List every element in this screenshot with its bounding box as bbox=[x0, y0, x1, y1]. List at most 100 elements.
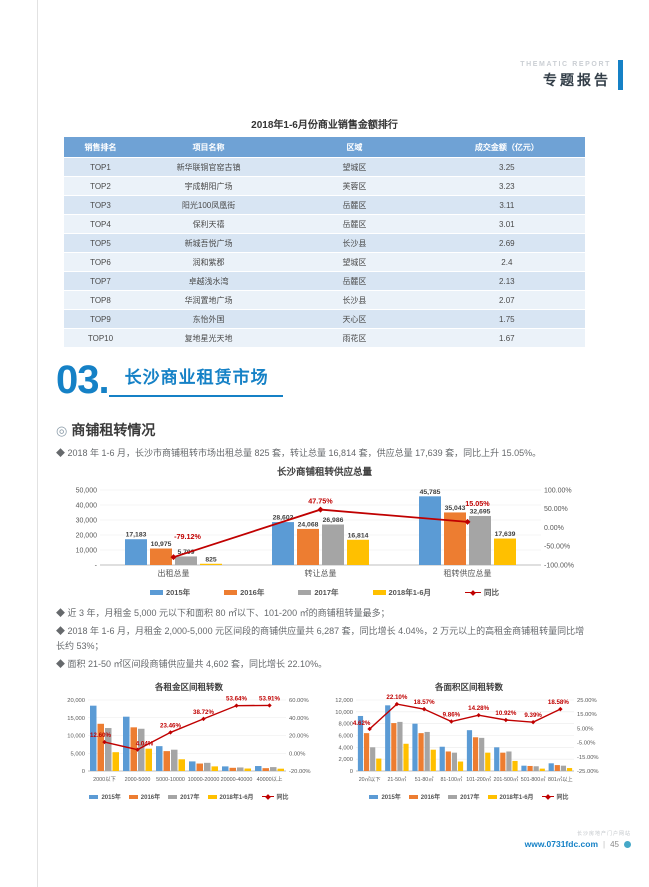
legend-item: 2018年1-6月 bbox=[487, 792, 534, 801]
table-cell: 雨花区 bbox=[280, 328, 429, 348]
table-row: TOP5 新城吾悦广场 长沙县 2.69 bbox=[64, 233, 585, 253]
bar-2017年-501-800㎡ bbox=[533, 766, 539, 771]
bar-2018年1-6月-10000-20000 bbox=[211, 766, 218, 771]
chart-text: 20.00% bbox=[289, 734, 309, 740]
legend-item: 2015年 bbox=[89, 792, 121, 801]
chart-text: 24,068 bbox=[298, 521, 319, 528]
legend-item: 2017年 bbox=[448, 792, 480, 801]
report-header-titles: THEMATIC REPORT 专题报告 bbox=[520, 61, 611, 90]
table-row: TOP8 华润置地广场 长沙县 2.07 bbox=[64, 290, 585, 310]
legend-item: 同比 bbox=[465, 587, 499, 598]
legend-line-swatch bbox=[541, 793, 554, 800]
bar-2016年-81-100㎡ bbox=[445, 751, 451, 771]
bar-2018年1-6月-出租总量 bbox=[200, 563, 222, 565]
bar-2018年1-6月-5000-10000 bbox=[178, 759, 185, 771]
report-header: THEMATIC REPORT 专题报告 bbox=[520, 60, 623, 90]
chart-text: 50,000 bbox=[76, 487, 98, 494]
chart-text: 20㎡以下 bbox=[359, 775, 381, 783]
chart-text: 5.00% bbox=[577, 726, 593, 732]
chart-text: 38.72% bbox=[193, 709, 214, 716]
chart-text: 16,814 bbox=[348, 532, 369, 539]
legend-swatch bbox=[369, 794, 379, 799]
bar-2016年-2000以下 bbox=[97, 723, 104, 771]
chart-text: 出租总量 bbox=[158, 568, 190, 578]
chart-text: -20.00% bbox=[289, 769, 311, 775]
area-chart-canvas: 12,000 10,000 8,000 6,000 4,000 2,000 0 25.00% 1… bbox=[335, 694, 598, 783]
line-marker bbox=[449, 719, 454, 724]
table-cell: TOP1 bbox=[64, 157, 137, 177]
line-marker bbox=[476, 713, 481, 718]
table-cell: 长沙县 bbox=[280, 290, 429, 310]
yoy-line bbox=[369, 703, 561, 730]
line-marker bbox=[102, 739, 107, 745]
subsection-title: 商铺租转情况 bbox=[71, 422, 156, 438]
chart-text: 10,000 bbox=[67, 734, 85, 740]
header-accent-bar bbox=[618, 60, 623, 90]
chart-text: 35,043 bbox=[445, 505, 466, 512]
bar-2015年-10000-20000 bbox=[189, 761, 196, 771]
sales-table-body: TOP1 新华联铜官窑古镇 望城区 3.25 TOP2 宇成朝阳广场 芙蓉区 3.23 TOP3… bbox=[64, 157, 585, 348]
table-cell: 润和紫郡 bbox=[136, 252, 281, 272]
chart-text: 40.00% bbox=[289, 716, 309, 722]
legend-label: 2017年 bbox=[314, 588, 339, 597]
bar-2016年-501-800㎡ bbox=[527, 765, 533, 771]
chart-text: 0.00% bbox=[289, 751, 305, 757]
legend-item: 2015年 bbox=[149, 587, 190, 598]
footer-site-row: www.0731fdc.com | 45 bbox=[525, 839, 631, 849]
chart-text: 17,639 bbox=[495, 531, 516, 538]
sales-table-title: 2018年1-6月份商业销售金额排行 bbox=[251, 120, 398, 131]
chart-title: 长沙商铺租转供应总量 bbox=[276, 467, 372, 478]
section-title: 长沙商业租赁市场 bbox=[108, 363, 283, 397]
chart-text: 15.00% bbox=[577, 712, 597, 718]
chart-plot: 12,000 10,000 8,000 6,000 4,000 2,000 0 25.00% 1… bbox=[328, 694, 610, 791]
table-cell: 华润置地广场 bbox=[136, 290, 281, 310]
bar-2017年-5000-10000 bbox=[171, 749, 178, 771]
bar-2015年-20000-40000 bbox=[222, 766, 229, 771]
bar-2015年-2000以下 bbox=[90, 705, 97, 771]
chart-text: 15,000 bbox=[67, 716, 85, 722]
line-marker bbox=[201, 716, 206, 722]
legend-item: 2017年 bbox=[168, 792, 200, 801]
chart-text: -79.12% bbox=[174, 532, 201, 541]
sales-ranking-section: 2018年1-6月份商业销售金额排行 销售排名 项目名称 区域 成交金额（亿元） TO… bbox=[64, 116, 585, 348]
line-marker bbox=[530, 719, 536, 725]
table-cell: TOP7 bbox=[64, 271, 137, 291]
table-cell: 1.75 bbox=[428, 309, 585, 329]
bar-2017年-21-50㎡ bbox=[397, 721, 403, 771]
legend-label: 同比 bbox=[276, 795, 289, 801]
bar-2016年-101-200㎡ bbox=[472, 737, 479, 771]
chart-text: 26,986 bbox=[323, 517, 344, 524]
main-chart-canvas: 50,00040,00030,00020,00010,000-100.00%50… bbox=[76, 487, 574, 578]
legend-swatch bbox=[168, 794, 178, 799]
chart-text: 30,000 bbox=[76, 517, 98, 524]
bar-2018年1-6月-801㎡以上 bbox=[566, 768, 573, 771]
legend-swatch bbox=[487, 794, 497, 799]
diamond-marker-icon bbox=[264, 793, 271, 800]
bar-2017年-20㎡以下 bbox=[370, 747, 376, 771]
legend-label: 2016年 bbox=[240, 588, 265, 597]
table-row: TOP7 卓越浅水湾 岳麓区 2.13 bbox=[64, 271, 585, 291]
column-header: 项目名称 bbox=[136, 137, 281, 158]
table-cell: 望城区 bbox=[280, 157, 429, 177]
footer-site-link[interactable]: www.0731fdc.com bbox=[524, 839, 599, 849]
chart-text: 15.05% bbox=[465, 499, 490, 508]
footer-divider: | bbox=[603, 839, 606, 849]
bar-2018年1-6月-40000以上 bbox=[277, 768, 284, 771]
chart-text: 47.75% bbox=[308, 497, 333, 506]
legend-swatch bbox=[224, 590, 238, 595]
table-cell: 望城区 bbox=[280, 252, 429, 272]
table-cell: TOP6 bbox=[64, 252, 137, 272]
legend-label: 2018年1-6月 bbox=[219, 795, 254, 801]
table-row: TOP3 阳光100凤凰街 岳麓区 3.11 bbox=[64, 195, 585, 215]
legend-swatch bbox=[89, 794, 99, 799]
legend-label: 同比 bbox=[484, 588, 500, 597]
bar-2017年-租转供应总量 bbox=[469, 515, 491, 565]
bar-2016年-出租总量 bbox=[150, 548, 172, 565]
sales-table: 销售排名 项目名称 区域 成交金额（亿元） TOP1 新华联铜官窑古镇 望城区 3.25 TO… bbox=[64, 137, 585, 348]
legend-label: 2018年1-6月 bbox=[499, 795, 534, 801]
chart-text: 2000-5000 bbox=[125, 777, 151, 783]
table-cell: TOP2 bbox=[64, 176, 137, 196]
table-cell: 保利天禧 bbox=[136, 214, 281, 234]
bar-2015年-21-50㎡ bbox=[385, 705, 391, 771]
chart-text: 9.39% bbox=[524, 712, 542, 719]
